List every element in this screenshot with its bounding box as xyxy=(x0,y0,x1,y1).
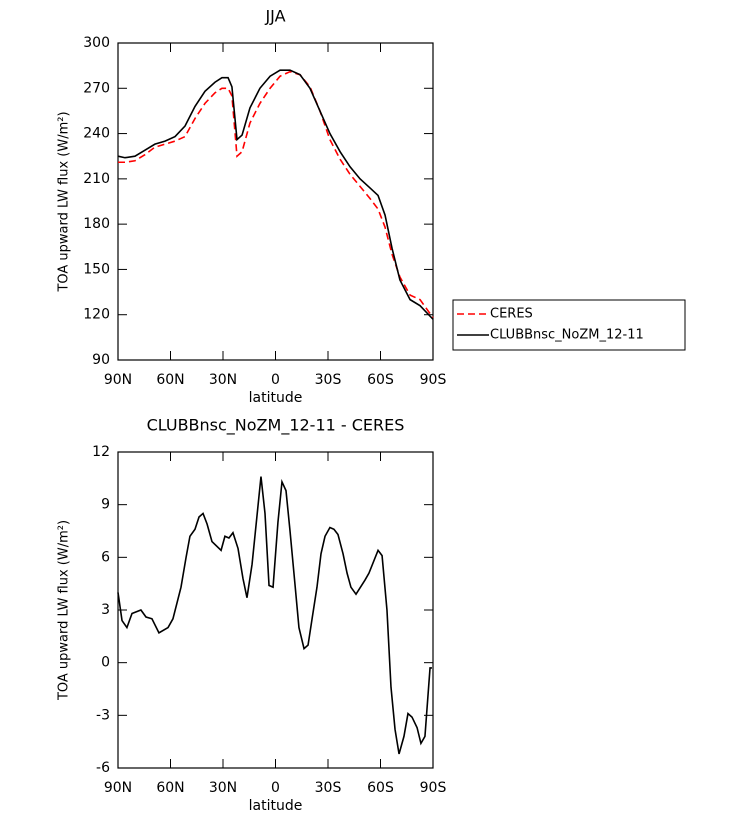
y-tick-label: -3 xyxy=(96,707,110,723)
data-line xyxy=(118,70,434,319)
y-tick-label: 90 xyxy=(92,352,110,368)
legend-box xyxy=(452,299,686,351)
x-tick-label: 60S xyxy=(367,372,394,388)
y-tick-label: 12 xyxy=(92,444,110,460)
x-tick-label: 60N xyxy=(156,372,184,388)
chart-title: JJA xyxy=(264,7,285,26)
y-tick-label: 0 xyxy=(101,655,110,671)
data-line xyxy=(117,476,432,755)
x-tick-label: 30S xyxy=(315,372,342,388)
x-tick-label: 30N xyxy=(209,372,237,388)
y-tick-label: 150 xyxy=(83,261,110,277)
x-tick-label: 90S xyxy=(420,780,447,796)
x-axis-label: latitude xyxy=(249,390,303,406)
y-tick-label: 6 xyxy=(101,549,110,565)
y-tick-label: 3 xyxy=(101,602,110,618)
y-tick-label: 240 xyxy=(83,126,110,142)
legend-label: CERES xyxy=(490,307,533,322)
y-tick-label: -6 xyxy=(96,760,110,776)
x-tick-label: 0 xyxy=(271,780,280,796)
y-tick-label: 120 xyxy=(83,307,110,323)
x-tick-label: 60S xyxy=(367,780,394,796)
x-tick-label: 30S xyxy=(315,780,342,796)
y-axis-label: TOA upward LW flux (W/m²) xyxy=(57,520,72,701)
x-tick-label: 90N xyxy=(104,372,132,388)
x-axis-label: latitude xyxy=(249,798,303,814)
x-tick-label: 60N xyxy=(156,780,184,796)
x-tick-label: 30N xyxy=(209,780,237,796)
y-tick-label: 270 xyxy=(83,80,110,96)
x-tick-label: 90N xyxy=(104,780,132,796)
y-tick-label: 300 xyxy=(83,35,110,51)
y-tick-label: 180 xyxy=(83,216,110,232)
data-line xyxy=(117,69,434,320)
y-tick-label: 9 xyxy=(101,497,110,513)
x-tick-label: 0 xyxy=(271,372,280,388)
y-tick-label: 210 xyxy=(83,171,110,187)
x-tick-label: 90S xyxy=(420,372,447,388)
chart-title: CLUBBnsc_NoZM_12-11 - CERES xyxy=(147,416,405,436)
legend-label: CLUBBnsc_NoZM_12-11 xyxy=(490,328,644,343)
y-axis-label: TOA upward LW flux (W/m²) xyxy=(57,111,72,292)
